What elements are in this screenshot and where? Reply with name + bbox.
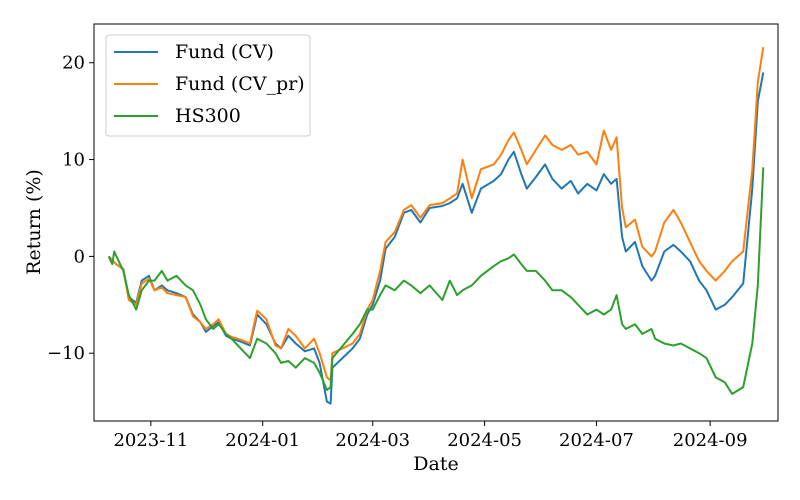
series-line-1: [107, 72, 765, 405]
x-axis: 2023-11 2024-01 2024-03 2024-05 2024-07 2024-…: [113, 421, 748, 451]
x-tick-label: 2024-01: [225, 430, 300, 451]
x-tick-label: 2024-03: [335, 430, 410, 451]
axes-frame: [93, 23, 779, 422]
legend-label: HS300: [175, 105, 241, 127]
y-tick-label: −10: [47, 343, 85, 364]
legend-label: Fund (CV): [175, 41, 274, 63]
legend-label: Fund (CV_pr): [175, 73, 305, 95]
legend: Fund (CV) Fund (CV_pr) HS300: [105, 34, 311, 137]
series-line-3: [107, 167, 765, 395]
y-tick-label: 10: [62, 150, 85, 171]
x-tick-label: 2024-09: [673, 430, 748, 451]
x-tick-label: 2024-05: [447, 430, 522, 451]
y-axis: −10 0 10 20: [47, 53, 94, 364]
y-axis-label: Return (%): [23, 169, 45, 275]
x-tick-label: 2023-11: [113, 430, 188, 451]
legend-frame: [105, 34, 311, 137]
y-tick-label: 20: [62, 53, 85, 74]
series-line-2: [107, 47, 765, 382]
x-tick-label: 2024-07: [559, 430, 634, 451]
x-axis-label: Date: [413, 453, 458, 475]
plot-area: [107, 47, 765, 405]
y-tick-label: 0: [74, 246, 85, 267]
